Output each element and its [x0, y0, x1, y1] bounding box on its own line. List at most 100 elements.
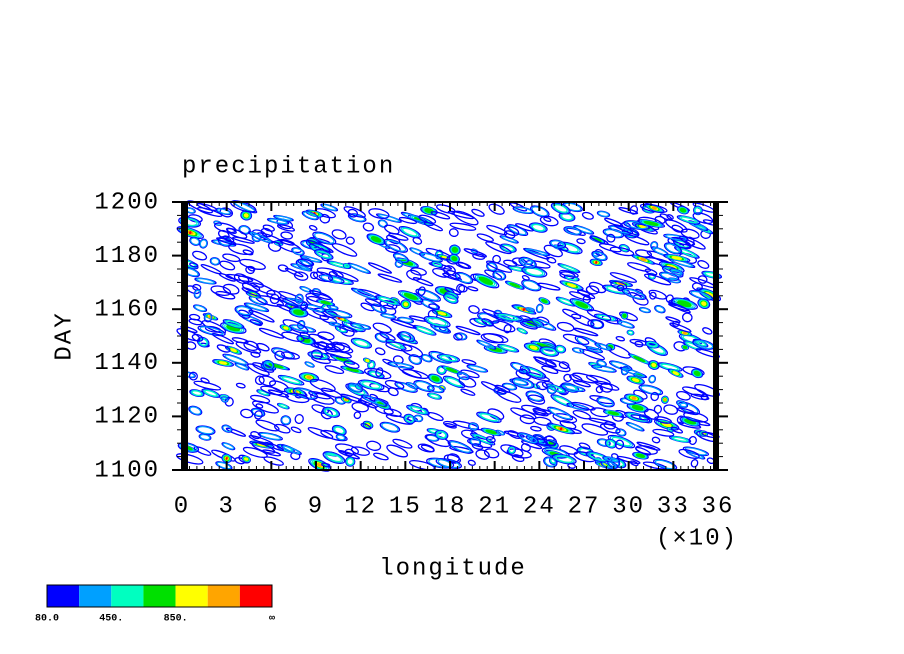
contour-ring: [603, 456, 619, 463]
contour-blob: [241, 282, 261, 293]
contour-blob: [669, 322, 692, 333]
x-multiplier: (×10): [656, 525, 738, 552]
contour-blob: [284, 267, 304, 278]
contour-ring: [476, 233, 494, 243]
contour-ring: [597, 439, 610, 447]
colorbar-label: 80.0: [35, 614, 59, 625]
contour-ring: [519, 414, 535, 425]
contour-ring: [654, 459, 676, 470]
contour-blob: [189, 262, 199, 268]
x-tick-label: 30: [612, 493, 645, 520]
contour-ring: [369, 371, 383, 378]
contour-blob: [413, 380, 435, 392]
contour-blob: [362, 357, 372, 364]
colorbar-swatch: [47, 585, 80, 607]
contour-ring: [320, 274, 343, 284]
x-axis-label: longitude: [379, 555, 527, 582]
contour-ring: [237, 275, 265, 288]
contour-blob: [453, 210, 479, 226]
contour-blob: [247, 231, 274, 244]
contour-ring: [649, 291, 657, 300]
contour-ring: [210, 257, 220, 265]
contour-ring: [324, 408, 338, 417]
contour-ring: [526, 307, 535, 312]
contour-blob: [322, 451, 346, 464]
contour-ring: [530, 425, 542, 432]
contour-blob: [537, 282, 561, 291]
contour-blob: [241, 287, 261, 297]
contour-ring: [403, 292, 418, 300]
contour-blob: [384, 379, 405, 390]
contour-ring: [622, 313, 627, 318]
contour-ring: [591, 250, 608, 262]
contour-blob: [493, 312, 523, 322]
contour-blob: [425, 434, 451, 448]
contour-ring: [305, 361, 314, 368]
contour-ring: [367, 234, 385, 245]
contour-ring: [200, 263, 222, 275]
contour-blob: [224, 396, 234, 407]
contour-ring: [446, 367, 458, 373]
contour-blob: [697, 275, 708, 284]
contour-blob: [316, 299, 336, 307]
contour-ring: [216, 237, 237, 246]
contour-blob: [216, 237, 237, 246]
contour-ring: [480, 333, 504, 344]
contour-ring: [467, 286, 479, 292]
contour-blob: [682, 446, 710, 457]
contour-ring: [682, 345, 688, 350]
contour-ring: [636, 441, 661, 451]
contour-ring: [634, 340, 644, 348]
contour-ring: [665, 243, 681, 254]
contour-blob: [434, 429, 449, 440]
contour-ring: [311, 460, 328, 470]
contour-blob: [637, 219, 666, 228]
x-tick-label: 24: [523, 493, 556, 520]
contour-ring: [274, 215, 293, 221]
contour-ring: [414, 380, 434, 392]
contour-ring: [194, 304, 207, 312]
contour-blob: [559, 269, 579, 278]
contour-ring: [314, 232, 335, 244]
contour-blob: [364, 298, 382, 307]
contour-blob: [630, 414, 650, 421]
contour-ring: [564, 226, 581, 235]
contour-blob: [638, 384, 664, 396]
contour-blob: [594, 342, 613, 351]
contour-ring: [518, 328, 527, 334]
contour-ring: [572, 379, 591, 388]
contour-blob: [571, 347, 585, 354]
contour-ring: [679, 207, 687, 213]
contour-blob: [581, 423, 609, 436]
contour-blob: [443, 265, 456, 276]
contour-blob: [328, 321, 341, 327]
contour-ring: [654, 416, 672, 424]
contour-blob: [262, 359, 275, 371]
contour-blob: [444, 423, 457, 429]
contour-ring: [562, 384, 584, 392]
contour-ring: [309, 459, 330, 471]
contour-ring: [423, 221, 444, 232]
contour-ring: [383, 408, 402, 417]
contour-blob: [225, 427, 247, 437]
contour-ring: [277, 296, 299, 308]
contour-blob: [589, 258, 603, 267]
contour-ring: [606, 440, 616, 448]
contour-blob: [485, 436, 496, 444]
contour-ring: [446, 377, 462, 387]
contour-blob: [516, 432, 539, 445]
contour-ring: [451, 246, 459, 253]
contour-blob: [557, 263, 581, 274]
contour-blob: [679, 235, 706, 250]
contour-ring: [606, 233, 616, 243]
contour-blob: [398, 216, 418, 225]
contour-ring: [518, 256, 537, 269]
contour-blob: [654, 416, 672, 424]
contour-ring: [401, 368, 429, 380]
contour-ring: [320, 300, 331, 305]
contour-blob: [653, 458, 678, 471]
contour-ring: [449, 222, 477, 231]
contour-blob: [520, 443, 531, 452]
contour-blob: [309, 378, 336, 392]
